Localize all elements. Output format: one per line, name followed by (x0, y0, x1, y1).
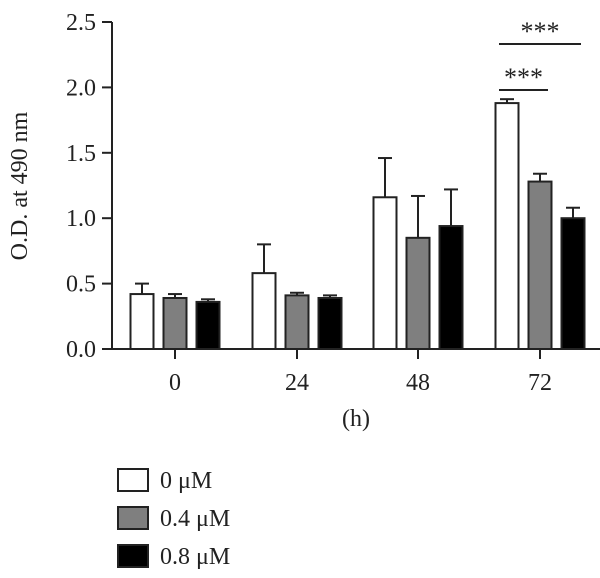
legend-swatch (117, 544, 149, 568)
y-axis: 0.0 0.5 1.0 1.5 2.0 2.5 O.D. at 490 nm (7, 10, 113, 363)
x-ticks: 0 24 48 72 (169, 349, 552, 396)
bar (129, 293, 155, 350)
y-tick-label: 0.0 (66, 337, 96, 363)
legend-label: 0 μM (160, 468, 212, 494)
legend-swatch (117, 468, 149, 492)
significance-label: *** (504, 63, 543, 92)
y-axis-label: O.D. at 490 nm (7, 111, 33, 260)
bar (560, 217, 586, 350)
y-tick-label: 1.5 (66, 141, 96, 167)
significance-label: *** (521, 17, 560, 46)
legend-label: 0.8 μM (160, 544, 230, 570)
x-tick-label: 48 (406, 370, 430, 396)
y-tick-label: 2.0 (66, 75, 96, 101)
legend: 0 μM 0.4 μM 0.8 μM (117, 468, 230, 570)
bar (284, 294, 310, 351)
y-tick-label: 1.0 (66, 206, 96, 232)
bar (438, 225, 464, 351)
bar (405, 236, 431, 351)
x-axis-label: (h) (342, 406, 370, 432)
bar (317, 296, 343, 351)
x-axis: 0 24 48 72 (h) (111, 348, 600, 432)
bar (527, 180, 553, 350)
legend-label: 0.4 μM (160, 506, 230, 532)
x-tick-label: 24 (285, 370, 309, 396)
bar (195, 300, 221, 350)
y-tick-label: 2.5 (66, 10, 96, 36)
x-tick-label: 0 (169, 370, 181, 396)
bar (162, 296, 188, 351)
legend-swatch (117, 506, 149, 530)
significance-markers: *** *** (499, 17, 581, 92)
bars (129, 98, 586, 351)
y-tick-label: 0.5 (66, 272, 96, 298)
bar (494, 102, 520, 351)
bar (251, 272, 277, 350)
bar (372, 196, 398, 350)
y-ticks: 0.0 0.5 1.0 1.5 2.0 2.5 (66, 10, 112, 363)
x-tick-label: 72 (528, 370, 552, 396)
